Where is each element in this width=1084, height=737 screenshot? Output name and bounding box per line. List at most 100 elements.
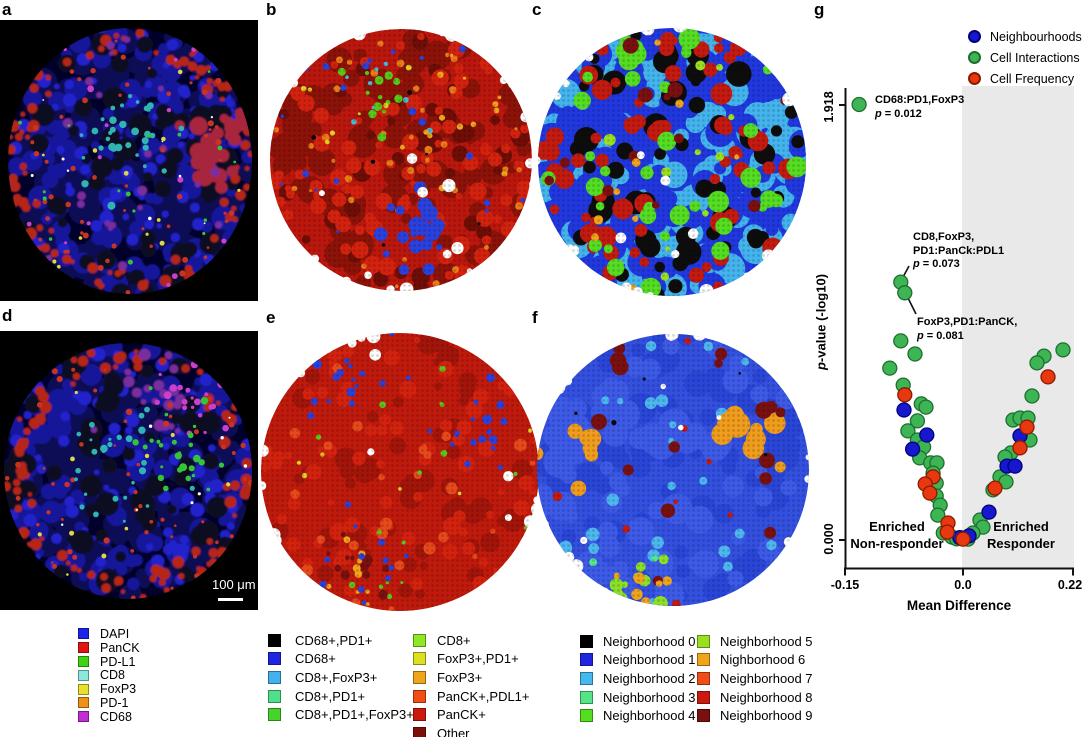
panel-letter-g: g [814, 0, 825, 19]
scale-bar-label: 100 μm [212, 577, 256, 592]
legend-swatch [78, 655, 89, 667]
panel-letter-e: e [266, 308, 276, 327]
legend-label: CD8 [100, 668, 126, 683]
legend-swatch [580, 671, 593, 685]
data-point-cell-interactions [851, 96, 867, 113]
legend-swatch [697, 671, 710, 685]
legend-swatch [580, 653, 593, 667]
legend-swatch [268, 633, 281, 647]
legend-label: Neighborhood 5 [720, 633, 813, 649]
data-point-cell-frequency [1040, 369, 1056, 385]
region-label-responder: Enriched Responder [987, 519, 1055, 551]
legend-item: CD8+,FoxP3+ [268, 668, 414, 687]
legend-swatch [697, 690, 710, 704]
legend-item: Neighborhood 1 [580, 651, 696, 670]
y-tick-max: 1.918 [822, 91, 836, 123]
data-point-neighbourhoods [904, 441, 921, 457]
legend-item: Neighborhood 2 [580, 669, 696, 688]
x-axis-label: Mean Difference [906, 598, 1012, 613]
legend-label: CD68+,PD1+ [295, 632, 373, 648]
data-point-cell-frequency [987, 480, 1003, 496]
data-point-neighbourhoods [981, 504, 997, 520]
x-tick-right: 0.22 [1057, 578, 1083, 592]
legend-swatch [268, 670, 281, 684]
tissue-core-a [0, 20, 258, 301]
data-point-cell-frequency [939, 524, 955, 540]
legend-label: Neighborhood 2 [603, 670, 696, 686]
cell-map-b [270, 29, 532, 291]
legend-item: CD8 [78, 668, 140, 682]
y-axis-label: p-value (-log10) [813, 273, 829, 371]
legend-swatch [268, 652, 281, 666]
volcano-legend-label: Neighbourhoods [990, 29, 1082, 44]
legend-swatch [78, 711, 89, 723]
data-point-cell-interactions [1029, 355, 1045, 371]
legend-item: Neighborhood 7 [697, 669, 813, 688]
cell-map-f [537, 334, 809, 606]
region-label-nonresponder: Enriched Non-responder [850, 519, 944, 551]
legend-label: PanCK+,PDL1+ [437, 688, 530, 704]
panel-c-neighborhood-map [531, 8, 811, 319]
legend-dot-icon [968, 72, 981, 85]
legend-item: CD68+ [268, 650, 414, 669]
legend-item: PanCK+ [413, 705, 530, 724]
legend-item: CD68+,PD1+ [268, 631, 414, 650]
legend-item: Neighborhood 9 [697, 706, 813, 725]
volcano-legend-item: Neighbourhoods [968, 26, 1082, 47]
legend-label: Other [437, 725, 470, 737]
legend-item: CD8+,PD1+ [268, 687, 414, 706]
annotation-cd68-pd1-foxp3: CD68:PD1,FoxP3 p = 0.012 [875, 94, 965, 120]
legend-label: Neighborhood 8 [720, 689, 813, 705]
volcano-plot [839, 86, 1074, 576]
data-point-cell-frequency [955, 531, 971, 547]
legend-label: Neighborhood 1 [603, 652, 696, 668]
data-point-cell-interactions [907, 346, 923, 362]
data-point-cell-interactions [900, 423, 916, 439]
legend-label: CD8+,PD1+ [295, 688, 366, 704]
legend-item: CD8+,PD1+,FoxP3+ [268, 705, 414, 724]
legend-swatch [268, 708, 281, 722]
panel-e-phenotype-map [260, 318, 540, 629]
data-point-cell-interactions [1055, 342, 1071, 358]
legend-swatch [413, 633, 426, 647]
x-tick-left: -0.15 [830, 578, 860, 592]
legend-phenotypes-col2: CD8+ FoxP3+,PD1+ FoxP3+ PanCK+,PDL1+ PanCK+ O… [413, 631, 530, 737]
panel-b-phenotype-map [262, 8, 538, 319]
legend-label: CD68+ [295, 651, 336, 667]
scale-bar-line [218, 598, 243, 601]
legend-neighborhoods-col1: Neighborhood 0 Neighborhood 1 Neighborhood… [580, 632, 696, 725]
legend-label: Neighborhood 3 [603, 689, 696, 705]
panel-letter-f: f [532, 308, 538, 327]
legend-swatch [413, 726, 426, 737]
legend-swatch [78, 683, 89, 695]
legend-label: FoxP3 [100, 682, 137, 697]
legend-swatch [78, 697, 89, 709]
legend-neighborhoods-col2: Neighborhood 5 Nighborhood 6 Neighborhood … [697, 632, 813, 725]
data-point-cell-interactions [1024, 388, 1040, 404]
legend-swatch [78, 628, 89, 640]
legend-swatch [78, 669, 89, 681]
legend-item: Neighborhood 5 [697, 632, 813, 651]
legend-label: Neighborhood 4 [603, 708, 696, 724]
legend-label: PD-1 [100, 695, 129, 710]
volcano-legend: Neighbourhoods Cell Interactions Cell Freq… [968, 26, 1082, 89]
legend-item: Neighborhood 4 [580, 706, 696, 725]
legend-item: DAPI [78, 627, 140, 641]
cell-map-e [261, 333, 539, 611]
annotation-foxp3-pd1-panck: FoxP3,PD1:PanCK, p = 0.081 [917, 316, 1018, 342]
legend-phenotypes-col1: CD68+,PD1+ CD68+ CD8+,FoxP3+ CD8+,PD1+ CD8+,… [268, 631, 414, 724]
legend-item: Neighborhood 0 [580, 632, 696, 651]
legend-item: CD8+ [413, 631, 530, 650]
y-tick-min: 0.000 [822, 523, 836, 555]
legend-label: FoxP3+ [437, 669, 483, 685]
legend-label: Neighborhood 9 [720, 708, 813, 724]
legend-swatch [268, 689, 281, 703]
volcano-legend-label: Cell Frequency [990, 71, 1075, 86]
legend-swatch [580, 709, 593, 723]
legend-swatch [413, 708, 426, 722]
data-point-cell-interactions [882, 360, 898, 376]
legend-item: FoxP3 [78, 682, 140, 696]
panel-d-fluorescence-image: 100 μm [0, 331, 258, 610]
legend-item: FoxP3+,PD1+ [413, 650, 530, 669]
volcano-legend-item: Cell Interactions [968, 47, 1082, 68]
